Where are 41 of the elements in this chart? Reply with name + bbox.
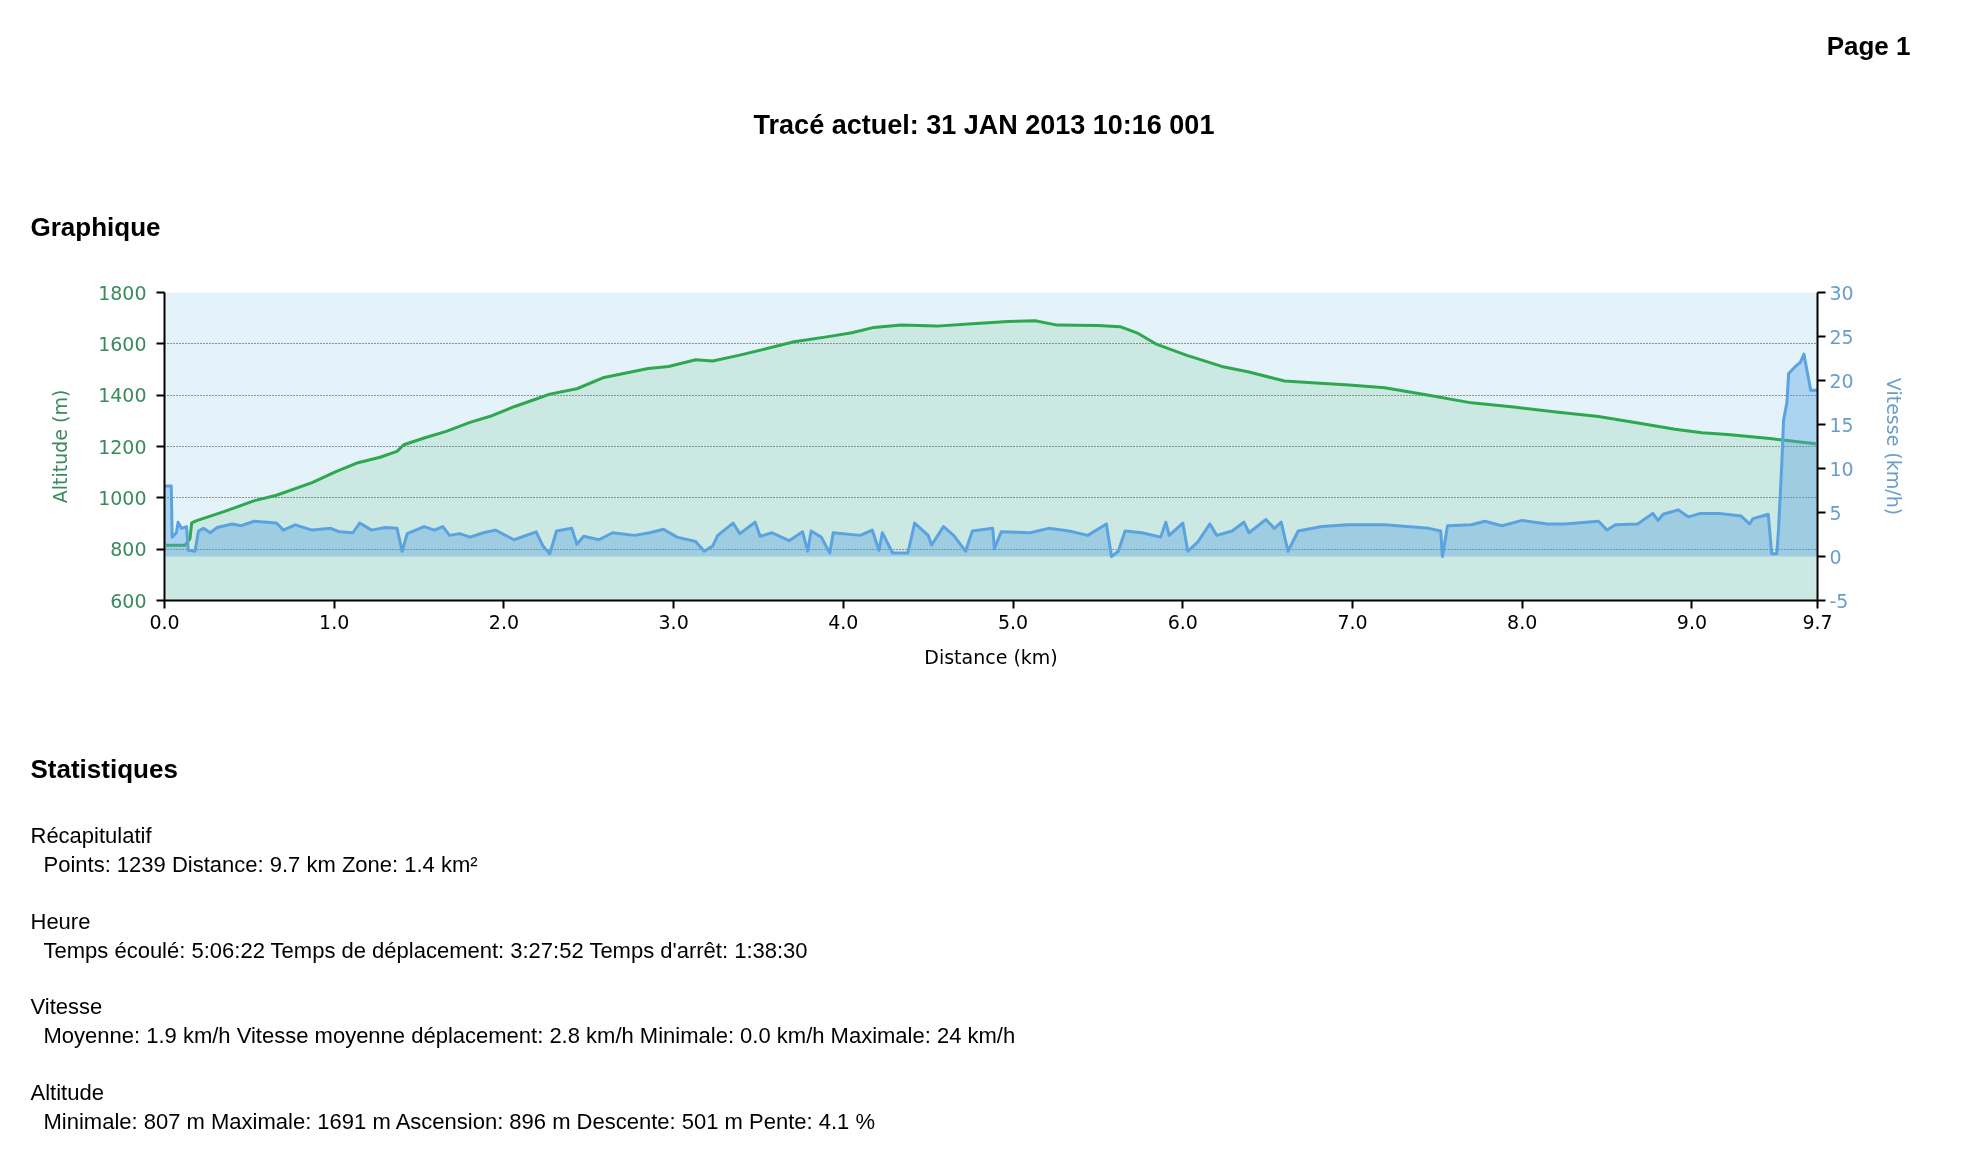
x-tick-label: 2.0 bbox=[488, 610, 520, 633]
y2-tick-label: 15 bbox=[1829, 413, 1854, 436]
x-tick-label: 9.7 bbox=[1802, 610, 1833, 633]
text: Minimale: 807 m Maximale: 1691 m Ascension: 896 m Descente: 501 m Pente: 4.1 % bbox=[43, 1108, 876, 1134]
y-tick-label: 1400 bbox=[98, 384, 147, 407]
text: Page 1 bbox=[1826, 30, 1911, 61]
x-tick-label: 0.0 bbox=[149, 610, 180, 633]
y-tick-label: 800 bbox=[110, 538, 147, 561]
y2-tick-label: 5 bbox=[1829, 501, 1842, 524]
text: Graphique bbox=[30, 211, 161, 242]
y2-tick-label: 25 bbox=[1829, 325, 1854, 348]
y2-tick-label: 30 bbox=[1829, 281, 1854, 304]
text: Vitesse bbox=[30, 994, 103, 1019]
y-tick-label: 600 bbox=[110, 589, 147, 612]
y-axis-title: Altitude (m) bbox=[49, 389, 72, 504]
y2-tick-label: 10 bbox=[1829, 457, 1854, 480]
x-tick-label: 1.0 bbox=[319, 610, 350, 633]
y-tick-label: 1600 bbox=[98, 332, 147, 355]
text: Altitude bbox=[30, 1079, 104, 1105]
text: Moyenne: 1.9 km/h Vitesse moyenne déplacement: 2.8 km/h Minimale: 0.0 km/h Maximale: 24 km/h bbox=[43, 1023, 1016, 1048]
text: Points: 1239 Distance: 9.7 km Zone: 1.4 km² bbox=[43, 852, 478, 877]
x-tick-label: 9.0 bbox=[1676, 610, 1708, 633]
y2-tick-label: 0 bbox=[1829, 545, 1842, 568]
y-tick-label: 1200 bbox=[98, 435, 147, 458]
y2-axis-title: Vitesse (km/h) bbox=[1882, 377, 1905, 516]
chart-title: Tracé actuel: 31 JAN 2013 10:16 001 bbox=[753, 109, 1215, 140]
y2-tick-label: 20 bbox=[1829, 369, 1854, 392]
x-tick-label: 6.0 bbox=[1167, 610, 1198, 633]
y-tick-label: 1800 bbox=[98, 281, 147, 304]
y-tick-label: 1000 bbox=[98, 486, 147, 509]
text: Statistiques bbox=[30, 753, 178, 784]
x-tick-label: 7.0 bbox=[1337, 610, 1368, 633]
x-tick-label: 4.0 bbox=[828, 610, 859, 633]
text: Temps écoulé: 5:06:22 Temps de déplacement: 3:27:52 Temps d'arrêt: 1:38:30 bbox=[43, 937, 808, 963]
x-tick-label: 8.0 bbox=[1507, 610, 1538, 633]
y2-tick-label: -5 bbox=[1829, 589, 1849, 612]
x-tick-label: 3.0 bbox=[658, 610, 689, 633]
x-axis-title: Distance (km) bbox=[924, 645, 1058, 668]
text: Heure bbox=[30, 908, 91, 934]
x-tick-label: 5.0 bbox=[997, 610, 1029, 633]
text: Récapitulatif bbox=[30, 823, 153, 848]
